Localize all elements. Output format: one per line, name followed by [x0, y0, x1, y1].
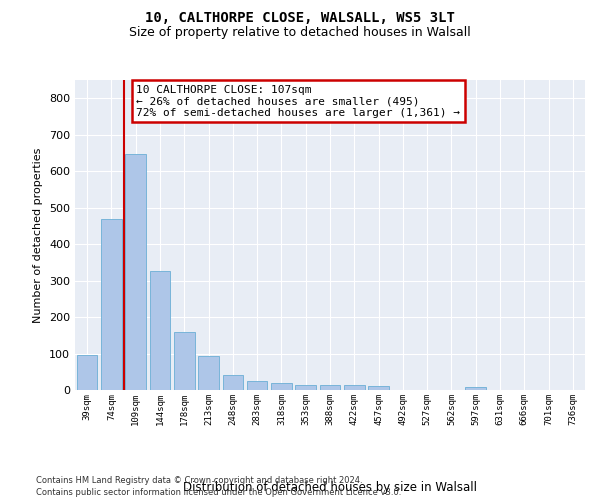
- Y-axis label: Number of detached properties: Number of detached properties: [34, 148, 43, 322]
- Bar: [271, 384, 292, 390]
- Text: Contains HM Land Registry data © Crown copyright and database right 2024.: Contains HM Land Registry data © Crown c…: [36, 476, 362, 485]
- Text: 10 CALTHORPE CLOSE: 107sqm
← 26% of detached houses are smaller (495)
72% of sem: 10 CALTHORPE CLOSE: 107sqm ← 26% of deta…: [136, 84, 460, 118]
- Bar: [149, 272, 170, 390]
- Text: Size of property relative to detached houses in Walsall: Size of property relative to detached ho…: [129, 26, 471, 39]
- Bar: [368, 386, 389, 390]
- Bar: [247, 381, 268, 390]
- Bar: [295, 384, 316, 390]
- Bar: [344, 385, 365, 390]
- Text: 10, CALTHORPE CLOSE, WALSALL, WS5 3LT: 10, CALTHORPE CLOSE, WALSALL, WS5 3LT: [145, 11, 455, 25]
- Text: Contains public sector information licensed under the Open Government Licence v3: Contains public sector information licen…: [36, 488, 401, 497]
- Bar: [320, 385, 340, 390]
- Bar: [223, 376, 243, 390]
- Bar: [198, 356, 219, 390]
- X-axis label: Distribution of detached houses by size in Walsall: Distribution of detached houses by size …: [183, 480, 477, 494]
- Bar: [101, 218, 122, 390]
- Bar: [125, 154, 146, 390]
- Bar: [466, 387, 486, 390]
- Bar: [77, 356, 97, 390]
- Bar: [174, 332, 194, 390]
